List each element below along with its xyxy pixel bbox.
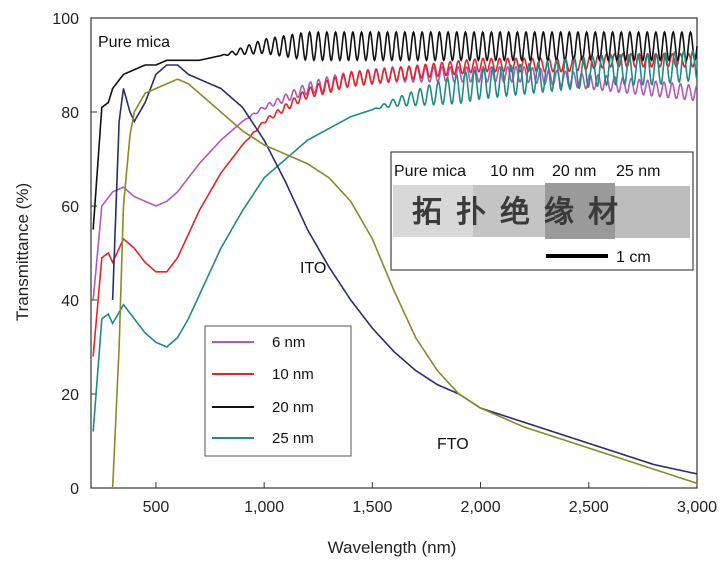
inset-label-10nm: 10 nm: [490, 163, 534, 180]
series-line-25nm: [92, 49, 698, 432]
plot-area: 500 1,000 1,500 2,000 2,500 3,000 0 20 40 60 80 100: [52, 11, 717, 516]
series-line-fto: [111, 78, 698, 489]
y-tick-label: 0: [70, 481, 79, 498]
y-tick-label: 80: [61, 105, 79, 122]
series-line-20nm: [92, 30, 698, 230]
x-tick-label: 2,500: [569, 499, 609, 516]
legend-label-10nm: 10 nm: [272, 366, 314, 383]
inset-label-20nm: 20 nm: [552, 163, 596, 180]
plot-frame: [90, 17, 698, 489]
series-line-10nm: [92, 52, 698, 357]
y-tick-label: 20: [61, 387, 79, 404]
x-axis-title: Wavelength (nm): [328, 538, 457, 557]
inset-strip-20nm: [545, 183, 615, 239]
x-tick-label: 1,000: [244, 499, 284, 516]
legend: 6 nm 10 nm 20 nm 25 nm: [204, 325, 352, 457]
annotation-fto: FTO: [437, 436, 469, 453]
y-tick-label: 60: [61, 199, 79, 216]
inset-characters: 拓扑绝缘材: [412, 195, 632, 230]
inset-strip-pure-mica: [393, 185, 473, 237]
annotation-pure-mica: Pure mica: [98, 34, 170, 51]
inset-label-25nm: 25 nm: [616, 163, 660, 180]
y-axis-title: Transmittance (%): [13, 183, 32, 321]
series-line-ito: [111, 64, 698, 475]
x-tick-label: 500: [143, 499, 170, 516]
inset-label-pure-mica: Pure mica: [394, 163, 466, 180]
x-tick-label: 3,000: [677, 499, 717, 516]
legend-label-6nm: 6 nm: [272, 334, 305, 351]
y-tick-label: 100: [52, 11, 79, 28]
legend-box: [204, 325, 352, 457]
inset-strip-25nm: [615, 186, 690, 238]
inset-strip-10nm: [473, 185, 545, 237]
inset-photo: 拓扑绝缘材 Pure mica 10 nm 20 nm 25 nm 1 cm: [390, 151, 694, 271]
series-curves: [92, 30, 698, 489]
x-tick-label: 2,000: [461, 499, 501, 516]
legend-label-20nm: 20 nm: [272, 399, 314, 416]
legend-label-25nm: 25 nm: [272, 430, 314, 447]
annotation-ito: ITO: [300, 260, 326, 277]
scale-bar-label: 1 cm: [616, 249, 651, 266]
y-tick-label: 40: [61, 293, 79, 310]
x-tick-label: 1,500: [352, 499, 392, 516]
